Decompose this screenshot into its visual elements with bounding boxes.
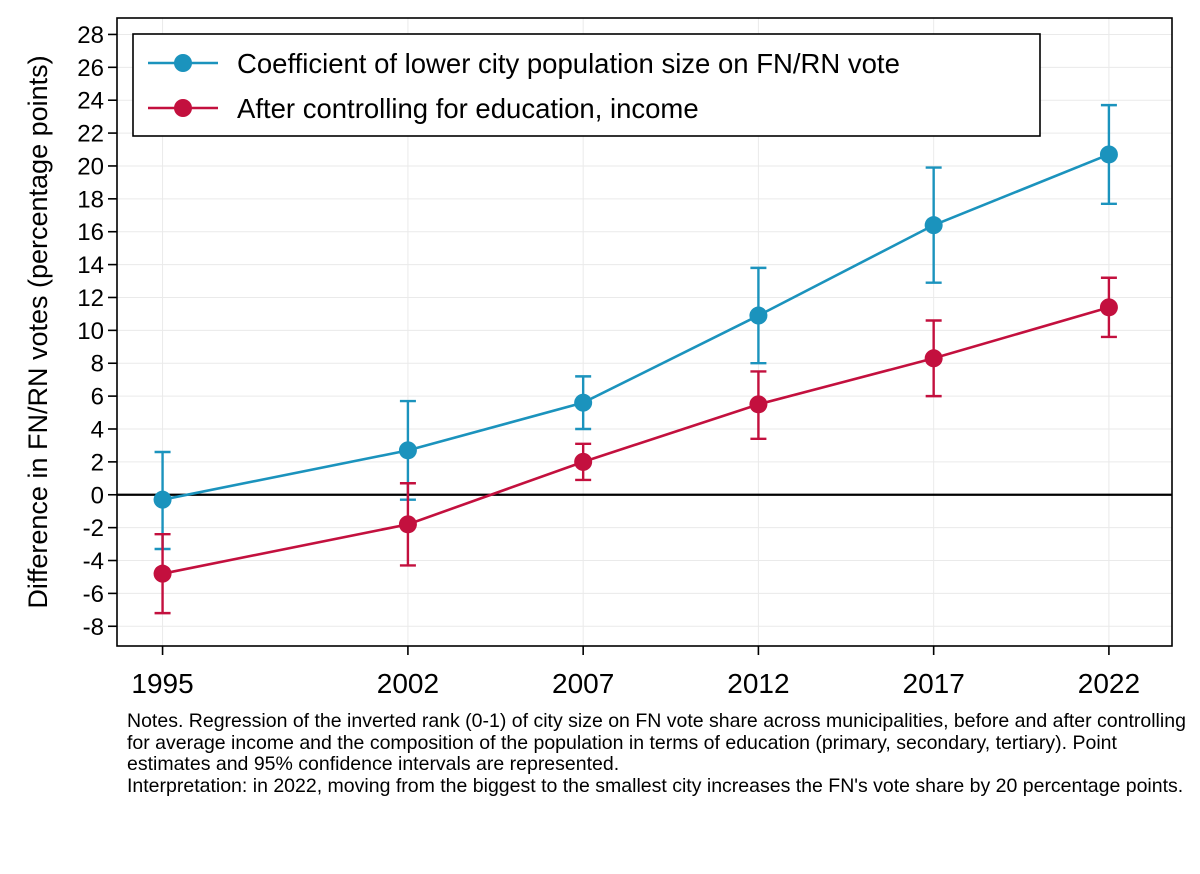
y-tick-label: 28 — [77, 22, 104, 49]
legend-entries: Coefficient of lower city population siz… — [148, 48, 900, 124]
series-line — [162, 153, 1110, 501]
data-point — [749, 306, 768, 325]
legend-label: Coefficient of lower city population siz… — [237, 48, 900, 79]
y-axis-title: Difference in FN/RN votes (percentage po… — [23, 55, 53, 608]
series-line — [162, 306, 1110, 575]
y-tick-label: 18 — [77, 186, 104, 213]
x-tick-label: 2002 — [377, 668, 439, 699]
x-tick-label: 1995 — [131, 668, 193, 699]
legend-marker — [174, 99, 192, 117]
series-layer — [153, 103, 1118, 615]
data-point — [574, 452, 593, 471]
data-point — [749, 395, 768, 414]
plot-frame — [116, 17, 1173, 647]
x-axis: 1995 2002 2007 2012 2017 2022 — [131, 646, 1140, 699]
y-tick-label: 16 — [77, 219, 104, 246]
x-tick-label: 2022 — [1078, 668, 1140, 699]
legend-marker — [174, 54, 192, 72]
data-point — [153, 564, 172, 583]
legend-box — [132, 33, 1041, 137]
legend-label: After controlling for education, income — [237, 93, 699, 124]
y-tick-label: 22 — [77, 121, 104, 148]
y-tick-label: 12 — [77, 285, 104, 312]
data-point — [574, 393, 593, 412]
y-tick-label: -8 — [83, 614, 104, 641]
legend-entry-2: After controlling for education, income — [148, 93, 699, 124]
y-tick-label: 2 — [91, 449, 104, 476]
notes-text: Notes. Regression of the inverted rank (… — [127, 710, 1186, 775]
x-tick-label: 2007 — [552, 668, 614, 699]
x-tick-label: 2017 — [903, 668, 965, 699]
data-point — [398, 441, 417, 460]
interpretation-text: Interpretation: in 2022, moving from the… — [127, 774, 1184, 797]
y-tick-label: 6 — [91, 384, 104, 411]
y-tick-label: 24 — [77, 88, 104, 115]
y-tick-label: 10 — [77, 318, 104, 345]
y-tick-label: 0 — [91, 482, 104, 509]
y-tick-label: -6 — [83, 581, 104, 608]
data-point — [924, 349, 943, 368]
data-point — [1099, 145, 1118, 164]
legend: Coefficient of lower city population siz… — [132, 33, 1041, 137]
data-point — [924, 216, 943, 235]
y-tick-label: 4 — [91, 416, 104, 443]
y-tick-label: 26 — [77, 55, 104, 82]
x-tick-label: 2012 — [727, 668, 789, 699]
y-tick-label: -4 — [83, 548, 104, 575]
y-tick-label: 14 — [77, 252, 104, 279]
figure-notes: Notes. Regression of the inverted rank (… — [127, 710, 1187, 797]
series-1 — [153, 103, 1118, 551]
y-tick-label: 8 — [91, 351, 104, 378]
series-2 — [153, 276, 1118, 615]
y-tick-label: -2 — [83, 515, 104, 542]
data-point — [153, 490, 172, 509]
legend-entry-1: Coefficient of lower city population siz… — [148, 48, 900, 79]
data-point — [1099, 298, 1118, 317]
data-point — [398, 515, 417, 534]
y-tick-label: 20 — [77, 153, 104, 180]
